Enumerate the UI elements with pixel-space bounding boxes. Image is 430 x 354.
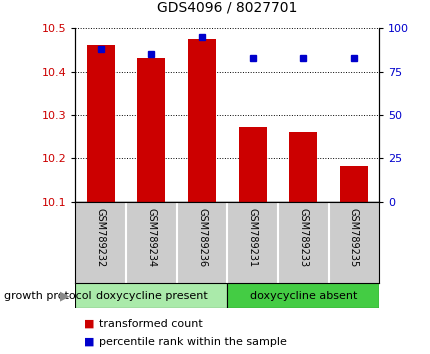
Text: percentile rank within the sample: percentile rank within the sample — [99, 337, 286, 347]
Text: doxycycline absent: doxycycline absent — [249, 291, 356, 301]
Bar — [75, 283, 227, 308]
Text: GSM789234: GSM789234 — [146, 208, 156, 267]
Text: GSM789235: GSM789235 — [348, 208, 358, 268]
Bar — [227, 283, 378, 308]
Bar — [187, 39, 215, 202]
Text: transformed count: transformed count — [99, 319, 203, 329]
Text: GSM789232: GSM789232 — [95, 208, 105, 268]
Bar — [289, 132, 316, 202]
Text: GSM789236: GSM789236 — [197, 208, 206, 267]
Text: GDS4096 / 8027701: GDS4096 / 8027701 — [157, 0, 297, 14]
Bar — [86, 45, 114, 202]
Bar — [339, 166, 367, 202]
Bar — [137, 58, 165, 202]
Text: growth protocol: growth protocol — [4, 291, 92, 301]
Text: GSM789231: GSM789231 — [247, 208, 257, 267]
Text: ■: ■ — [84, 319, 94, 329]
Text: ■: ■ — [84, 337, 94, 347]
Text: GSM789233: GSM789233 — [298, 208, 307, 267]
Bar — [238, 127, 266, 202]
Text: ▶: ▶ — [60, 289, 69, 302]
Text: doxycycline present: doxycycline present — [95, 291, 207, 301]
